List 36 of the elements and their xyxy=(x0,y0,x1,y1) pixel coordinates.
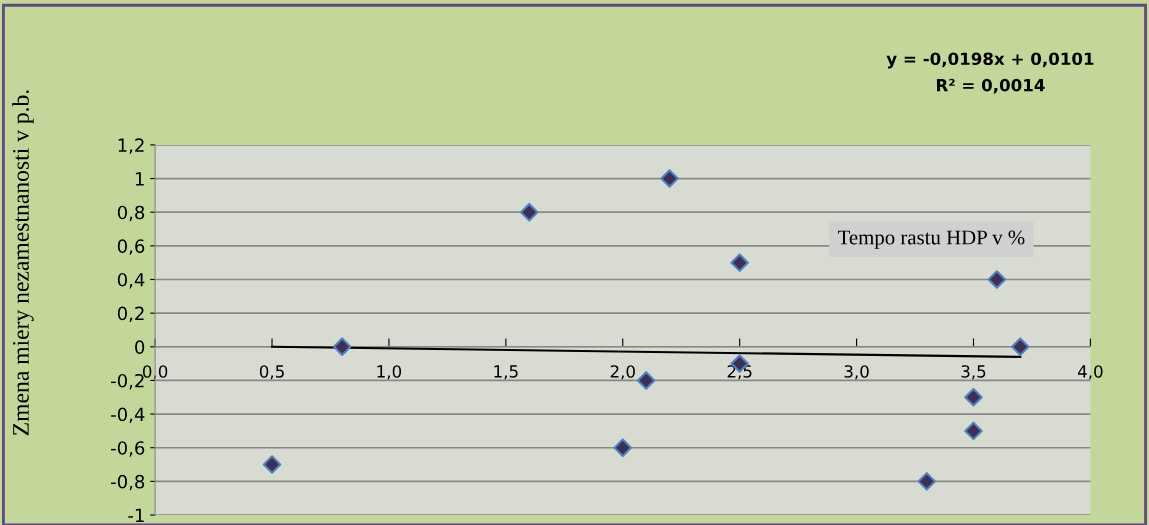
point xyxy=(636,371,656,390)
point xyxy=(332,337,352,357)
text: R² = 0,0014 xyxy=(936,78,1045,94)
y-tick-label: 0 xyxy=(135,340,145,354)
y-tick-label: 0,6 xyxy=(117,239,145,255)
x-tick-label: 3,5 xyxy=(961,365,986,380)
x-tick-label: 1,0 xyxy=(377,365,402,380)
y-tick-label: -0,6 xyxy=(111,441,145,457)
point xyxy=(917,472,936,491)
point xyxy=(1011,337,1030,357)
y-tick-label: 0,8 xyxy=(117,205,145,222)
x-axis-title: Tempo rastu HDP v % xyxy=(838,230,1025,249)
y-tick-label: -0,4 xyxy=(111,407,145,424)
point xyxy=(964,388,983,407)
point xyxy=(613,438,633,457)
x-tick-label: 1,5 xyxy=(494,365,518,380)
y-tick-label: -1 xyxy=(128,508,144,522)
y-tick-label: 1,2 xyxy=(118,138,144,154)
point xyxy=(730,253,749,272)
y-tick-label: -0,8 xyxy=(111,474,145,491)
y-tick-label: 0,4 xyxy=(117,272,145,289)
y-tick-label: 1 xyxy=(135,172,144,186)
x-tick-label: 4,0 xyxy=(1077,365,1103,380)
y-tick-label: -0,2 xyxy=(111,373,144,390)
x-tick-label: 2,0 xyxy=(610,365,635,380)
point xyxy=(519,202,539,222)
point xyxy=(262,455,282,474)
y-tick-label: 0,2 xyxy=(117,306,144,323)
point xyxy=(964,421,983,441)
point xyxy=(987,270,1007,289)
x-tick-label: 3,0 xyxy=(844,365,869,380)
text: y = -0,0198x + 0,0101 xyxy=(886,52,1094,69)
x-tick-label: 0,0 xyxy=(142,365,168,380)
x-tick-label: 0,5 xyxy=(259,365,284,380)
point xyxy=(660,169,679,188)
y-axis-title: Zmena miery nezamestnanosti v p.b. xyxy=(12,90,34,436)
